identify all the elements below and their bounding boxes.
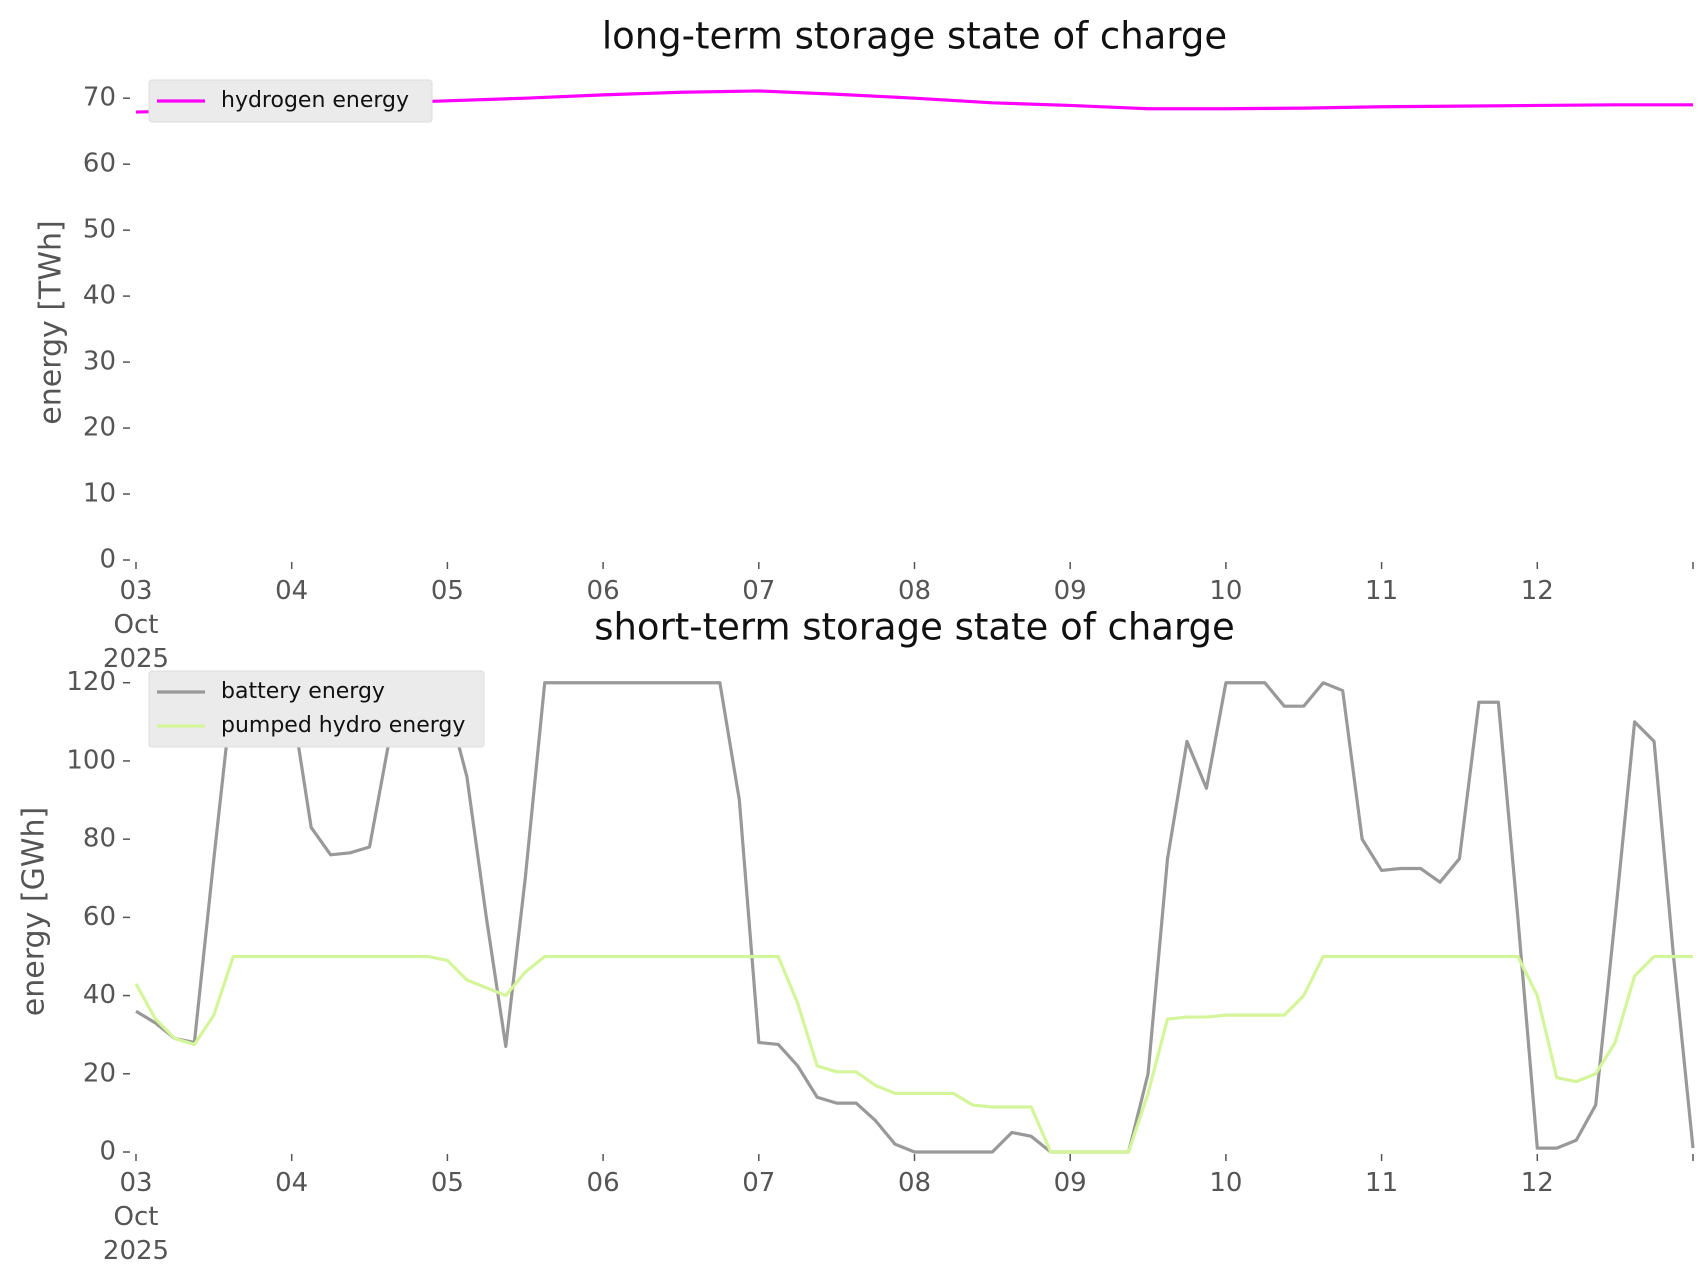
legend-label: hydrogen energy (221, 88, 409, 113)
x-tick-label: 06 (586, 576, 620, 606)
x-tick-label: 03 Oct 2025 (102, 1168, 170, 1266)
line-series (134, 954, 1693, 1154)
x-tick-label: 04 (275, 576, 309, 606)
y-tick-label: 120 (66, 667, 116, 697)
x-tick-label: 12 (1520, 576, 1554, 606)
legend-box (148, 79, 433, 123)
line-series (135, 681, 1695, 1154)
x-tick-label: 08 (897, 1168, 932, 1198)
x-tick-label: 04 (275, 1168, 309, 1198)
y-tick-label: 60 (83, 902, 116, 932)
y-tick-label: 70 (83, 83, 116, 113)
legend-label: pumped hydro energy (221, 713, 465, 738)
y-tick-label: 30 (83, 347, 116, 377)
x-tick-label: 08 (897, 576, 932, 606)
x-tick-label: 07 (742, 1168, 776, 1198)
x-tick-label: 10 (1209, 1168, 1243, 1198)
x-tick-label: 12 (1520, 1168, 1554, 1198)
x-tick-label: 10 (1209, 576, 1243, 606)
y-tick-label: 80 (83, 824, 116, 854)
y-tick-label: 0 (99, 1137, 116, 1167)
y-tick-label: 20 (83, 1058, 116, 1088)
x-tick-label: 09 (1053, 576, 1087, 606)
y-tick-label: 50 (83, 215, 116, 245)
x-tick-label: 11 (1365, 1168, 1399, 1198)
y-tick-label: 0 (99, 545, 116, 575)
x-tick-label: 07 (742, 576, 776, 606)
y-tick-label: 40 (83, 281, 116, 311)
y-tick-label: 100 (66, 745, 116, 775)
legend-box (148, 670, 485, 748)
chart-title: long-term storage state of charge (602, 15, 1227, 58)
chart-title: short-term storage state of charge (594, 606, 1235, 649)
y-axis-label: energy [GWh] (17, 807, 52, 1016)
x-tick-label: 05 (430, 1168, 464, 1198)
y-tick-label: 10 (83, 479, 116, 509)
x-tick-label: 09 (1053, 1168, 1087, 1198)
legend-label: battery energy (221, 679, 385, 704)
y-axis-label: energy [TWh] (34, 220, 69, 424)
y-tick-label: 60 (83, 149, 116, 179)
x-tick-label: 11 (1365, 576, 1399, 606)
x-tick-label: 06 (586, 1168, 620, 1198)
x-tick-label: 03 Oct 2025 (102, 576, 170, 674)
y-tick-label: 20 (83, 413, 116, 443)
y-tick-label: 40 (83, 980, 116, 1010)
x-tick-label: 05 (430, 576, 464, 606)
